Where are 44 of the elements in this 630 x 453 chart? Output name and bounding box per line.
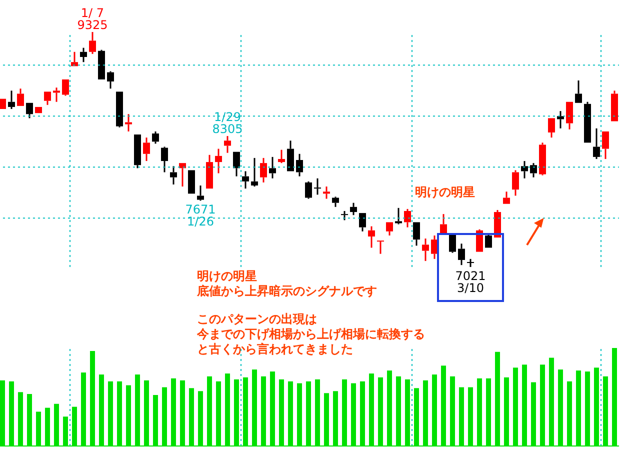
candlestick <box>458 242 465 266</box>
candlestick <box>350 202 357 216</box>
candlestick <box>557 110 564 130</box>
candlestick <box>152 130 159 144</box>
candlestick <box>467 258 474 267</box>
candlestick <box>404 208 411 228</box>
candlestick <box>80 47 87 63</box>
candlestick <box>593 128 600 160</box>
candlestick <box>323 186 330 200</box>
candlestick <box>278 149 285 164</box>
text: 今までの下げ相場から上げ相場に転換する <box>196 327 425 341</box>
candlestick <box>296 153 303 178</box>
annotation: と古くから言われてきました <box>197 342 353 356</box>
annotation: 1/29 8305 <box>212 110 243 136</box>
candlestick <box>242 170 249 190</box>
candlestick <box>260 157 267 184</box>
candlestick <box>395 207 402 226</box>
candlestick <box>332 196 339 208</box>
candlestick <box>368 226 375 248</box>
annotation: 7671 1/26 <box>185 202 216 229</box>
candlestick <box>530 162 537 178</box>
candlestick <box>89 32 96 55</box>
candlestick <box>305 180 312 200</box>
candlestick <box>224 135 231 154</box>
candlestick <box>539 142 546 176</box>
candlestick <box>422 238 429 262</box>
candlestick <box>251 157 258 188</box>
candlestick <box>269 156 276 180</box>
candlestick <box>314 178 321 196</box>
annotation: 1/ 7 9325 <box>77 6 108 32</box>
annotation: 明けの明星 <box>415 185 475 199</box>
annotation: 7021 3/10 <box>455 269 486 295</box>
text: 明けの明星 <box>197 269 257 283</box>
candlestick <box>161 146 168 173</box>
candlestick <box>512 169 519 196</box>
candlestick <box>215 148 222 174</box>
candlestick <box>8 90 15 110</box>
candlestick <box>521 160 528 180</box>
text: このパターンの出現は <box>197 312 317 326</box>
text: 底値から上昇暗示のシグナルです <box>196 284 377 298</box>
candlestick <box>107 70 114 90</box>
candlestick <box>125 113 132 132</box>
candlestick <box>53 86 60 103</box>
candlestick <box>143 136 150 162</box>
